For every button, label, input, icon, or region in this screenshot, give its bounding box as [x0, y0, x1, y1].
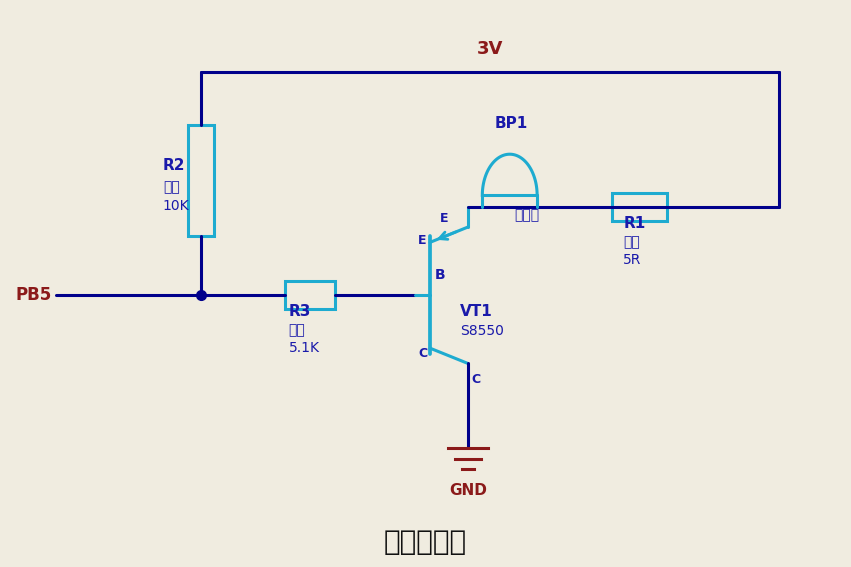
Text: BP1: BP1 — [494, 116, 528, 132]
Text: VT1: VT1 — [460, 304, 493, 319]
Text: 蜂鸣器部分: 蜂鸣器部分 — [384, 528, 466, 556]
Text: B: B — [435, 268, 446, 282]
Text: GND: GND — [449, 483, 487, 498]
Text: 10K: 10K — [163, 199, 190, 213]
Text: E: E — [440, 213, 448, 225]
Text: R1: R1 — [623, 216, 646, 231]
Text: 5.1K: 5.1K — [288, 341, 319, 355]
Bar — [612, 193, 666, 221]
Text: S8550: S8550 — [460, 324, 504, 338]
Bar — [188, 125, 214, 236]
Text: 5R: 5R — [623, 252, 642, 266]
Text: PB5: PB5 — [16, 286, 52, 304]
Text: 电阻: 电阻 — [623, 235, 640, 249]
Text: 3V: 3V — [477, 40, 503, 58]
Text: 电阻: 电阻 — [163, 180, 180, 194]
Text: C: C — [418, 347, 427, 360]
Text: E: E — [418, 234, 426, 247]
Text: 电阻: 电阻 — [288, 323, 306, 337]
Text: 蜂鸣器: 蜂鸣器 — [515, 208, 540, 222]
Text: R2: R2 — [163, 158, 186, 174]
Text: C: C — [471, 374, 481, 387]
Text: R3: R3 — [288, 304, 311, 319]
Bar — [285, 281, 335, 310]
